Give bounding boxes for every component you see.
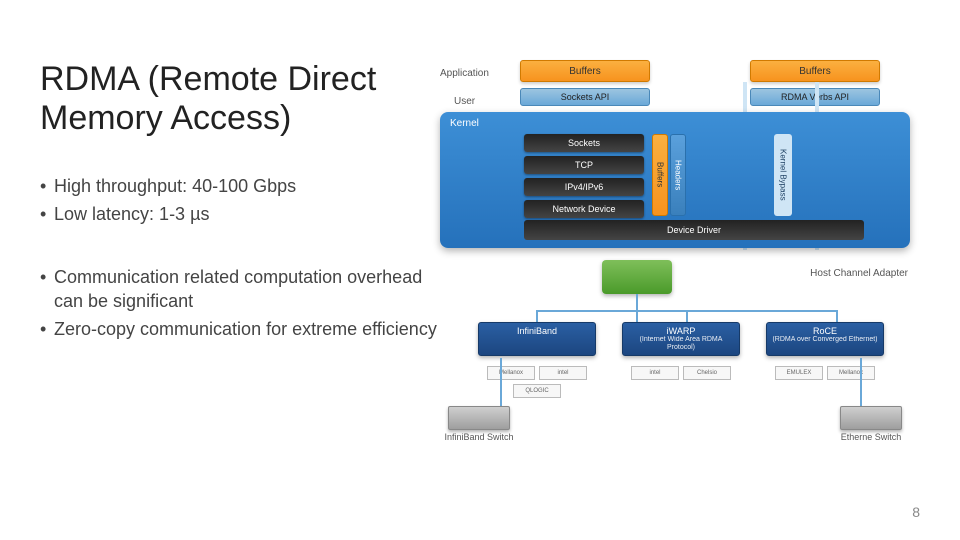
vendor-logo: QLOGIC xyxy=(513,384,561,398)
infiniband-switch: InfiniBand Switch xyxy=(440,406,518,443)
proto-sub: (Internet Wide Area RDMA Protocol) xyxy=(627,336,735,352)
iwarp-box: iWARP (Internet Wide Area RDMA Protocol) xyxy=(622,322,740,356)
infiniband-box: InfiniBand xyxy=(478,322,596,356)
logo-group: intel Chelsio xyxy=(622,366,740,398)
sockets-api-box: Sockets API xyxy=(520,88,650,106)
buffers-row: Buffers Buffers xyxy=(520,60,880,82)
application-label: Application xyxy=(440,68,489,79)
vendor-logo: intel xyxy=(539,366,587,380)
hca-label: Host Channel Adapter xyxy=(810,268,908,279)
proto-name: RoCE xyxy=(771,326,879,336)
user-label: User xyxy=(454,96,475,107)
bullet: Communication related computation overhe… xyxy=(40,265,440,314)
arrow xyxy=(636,294,638,322)
switches-row: InfiniBand Switch Etherne Switch xyxy=(440,406,910,443)
protocol-row: InfiniBand iWARP (Internet Wide Area RDM… xyxy=(478,322,884,356)
kernel-panel: Kernel Sockets TCP IPv4/IPv6 Network Dev… xyxy=(440,112,910,248)
buffer-box: Buffers xyxy=(520,60,650,82)
vendor-logo: EMULEX xyxy=(775,366,823,380)
bullet-list-1: High throughput: 40-100 Gbps Low latency… xyxy=(40,174,440,227)
buffer-box: Buffers xyxy=(750,60,880,82)
nic-card-icon xyxy=(602,260,672,294)
arrow xyxy=(500,358,502,408)
proto-sub: (RDMA over Converged Ethernet) xyxy=(771,336,879,344)
switch-label: Etherne Switch xyxy=(841,433,902,443)
proto-name: InfiniBand xyxy=(483,326,591,336)
switch-icon xyxy=(448,406,510,430)
kernel-label: Kernel xyxy=(450,118,900,129)
ethernet-switch: Etherne Switch xyxy=(832,406,910,443)
rdma-diagram: Application Buffers Buffers User Sockets… xyxy=(440,50,920,490)
vendor-logos-row: Mellanox intel QLOGIC intel Chelsio EMUL… xyxy=(478,366,884,398)
bullet-list-2: Communication related computation overhe… xyxy=(40,265,440,342)
proto-name: iWARP xyxy=(627,326,735,336)
device-driver-layer: Device Driver xyxy=(524,220,864,240)
vendor-logo: Mellanox xyxy=(827,366,875,380)
api-row: Sockets API RDMA Verbs API xyxy=(520,88,880,106)
logo-group: EMULEX Mellanox xyxy=(766,366,884,398)
kernel-bypass-strip: Kernel Bypass xyxy=(774,134,792,216)
kernel-stack: Sockets TCP IPv4/IPv6 Network Device xyxy=(524,134,644,218)
vendor-logo: Chelsio xyxy=(683,366,731,380)
bullet: High throughput: 40-100 Gbps xyxy=(40,174,440,198)
vertical-headers: Headers xyxy=(670,134,686,216)
vendor-logo: intel xyxy=(631,366,679,380)
vendor-logo: Mellanox xyxy=(487,366,535,380)
switch-icon xyxy=(840,406,902,430)
ip-layer: IPv4/IPv6 xyxy=(524,178,644,196)
bullet: Zero-copy communication for extreme effi… xyxy=(40,317,440,341)
switch-label: InfiniBand Switch xyxy=(444,433,513,443)
arrow xyxy=(860,358,862,408)
page-number: 8 xyxy=(912,504,920,520)
netdev-layer: Network Device xyxy=(524,200,644,218)
tcp-layer: TCP xyxy=(524,156,644,174)
sockets-layer: Sockets xyxy=(524,134,644,152)
slide-title: RDMA (Remote Direct Memory Access) xyxy=(40,60,440,138)
logo-group: Mellanox intel QLOGIC xyxy=(478,366,596,398)
vertical-buffers: Buffers xyxy=(652,134,668,216)
roce-box: RoCE (RDMA over Converged Ethernet) xyxy=(766,322,884,356)
bullet: Low latency: 1-3 µs xyxy=(40,202,440,226)
